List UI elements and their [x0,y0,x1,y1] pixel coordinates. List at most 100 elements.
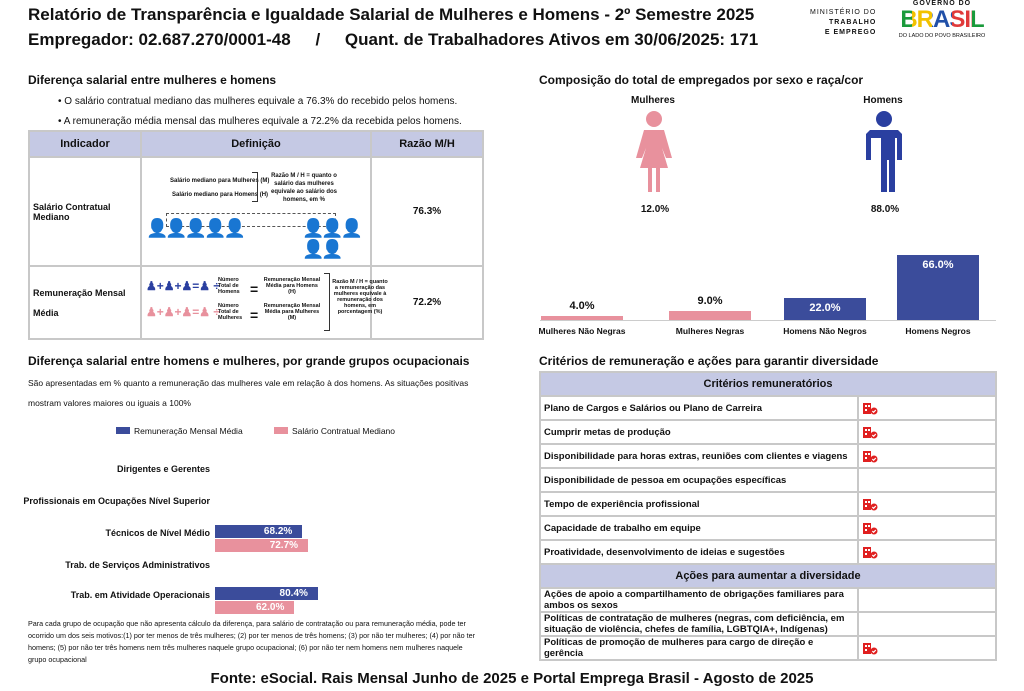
equals-icon: = [250,281,259,297]
action-check-cell [857,635,997,661]
criteria-label: Disponibilidade de pessoa em ocupações e… [539,467,859,493]
criteria-row: Cumprir metas de produção [539,419,997,445]
bar-value-label: 66.0% [922,259,954,271]
def-text: Número Total de Mulheres [218,303,243,321]
criteria-check-cell [857,515,997,541]
action-row: Políticas de contratação de mulheres (ne… [539,611,997,637]
bar: 62.0% [215,601,295,614]
groups-title: Diferença salarial entre homens e mulher… [28,354,470,368]
criteria-row: Tempo de experiência profissional [539,491,997,517]
category-label: Profissionais em Ocupações Nível Superio… [23,496,210,506]
logo-line: TRABALHO [829,19,877,26]
category-label: Dirigentes e Gerentes [116,464,210,474]
worker-count: Quant. de Trabalhadores Ativos em 30/06/… [344,30,759,49]
col-indicator: Indicador [28,130,142,158]
criteria-label: Tempo de experiência profissional [539,491,859,517]
category-label: Mulheres Negras [675,326,745,336]
bar [541,316,623,320]
logo-tagline: DO LADO DO POVO BRASILEIRO [898,33,986,39]
criteria-header: Critérios remuneratórios [539,371,997,397]
criteria-row: Plano de Cargos e Salários ou Plano de C… [539,395,997,421]
source-footer: Fonte: eSocial. Rais Mensal Junho de 202… [210,670,814,687]
salary-gap-title: Diferença salarial entre mulheres e home… [28,73,277,87]
logo-line: E EMPREGO [824,29,877,36]
building-check-icon [862,402,878,415]
man-icon [866,111,902,192]
building-check-icon [862,450,878,463]
brace [252,172,258,202]
separator: / [315,30,321,49]
bar [897,255,979,320]
bar: 80.4% [215,587,318,600]
criteria-title: Critérios de remuneração e ações para ga… [539,354,879,368]
category-label: Mulheres Não Negras [538,326,626,336]
action-check-cell [857,611,997,637]
category-label: Homens Não Negros [783,326,867,336]
groups-footnote: Para cada grupo de ocupação que não apre… [28,619,476,664]
indicator-label: Remuneração Mensal Média [28,265,142,340]
bar [784,298,866,320]
def-text: Remuneração Mensal Média para Homens (H) [263,277,321,295]
criteria-label: Plano de Cargos e Salários ou Plano de C… [539,395,859,421]
bullet-2: • A remuneração média mensal das mulhere… [58,116,462,127]
men-pct: 88.0% [870,204,900,215]
criteria-table: Critérios remuneratórios Plano de Cargos … [539,371,997,661]
groups-desc: mostram valores maiores ou iguais a 100% [28,398,191,408]
category-label: Trab. em Atividade Operacionais [70,590,210,600]
employer-id: Empregador: 02.687.270/0001-48 [28,30,291,49]
criteria-label: Capacidade de trabalho em equipe [539,515,859,541]
def-text: Razão M / H = quanto o salário das mulhe… [270,173,338,203]
action-label: Ações de apoio a compartilhamento de obr… [539,587,859,613]
def-text: Salário mediano para Homens (H) [172,192,269,198]
men-figures-icon: 👤👤👤👤👤 [302,218,363,259]
report-title: Relatório de Transparência e Igualdade S… [28,5,755,24]
ministry-logo: MINISTÉRIO DO TRABALHO E EMPREGO [810,8,876,38]
equals-icon: = [250,307,259,323]
def-text: Razão M / H = quanto a remuneração das m… [332,279,388,315]
groups-desc: São apresentadas em % quanto a remuneraç… [28,378,469,388]
ratio-value: 72.2% [370,265,484,340]
criteria-check-cell [857,467,997,493]
ratio-value: 76.3% [370,156,484,267]
action-row: Políticas de promoção de mulheres para c… [539,635,997,661]
diversity-header: Ações para aumentar a diversidade [539,563,997,589]
bar: 72.7% [215,539,309,552]
legend-item: Salário Contratual Mediano [274,426,395,436]
criteria-row: Disponibilidade para horas extras, reuni… [539,443,997,469]
building-check-icon [862,642,878,655]
building-check-icon [862,546,878,559]
employer-info: Empregador: 02.687.270/0001-48 / Quant. … [28,30,758,50]
logo-brasil-text: BRASIL [892,7,992,33]
logo-line: MINISTÉRIO DO [810,9,877,16]
dashed-box [166,213,336,227]
criteria-label: Proatividade, desenvolvimento de ideias … [539,539,859,565]
def-text: Número Total de Homens [218,277,240,295]
men-label: Homens [863,95,903,106]
building-check-icon [862,522,878,535]
building-check-icon [862,426,878,439]
legend-label: Salário Contratual Mediano [292,426,396,436]
legend-label: Remuneração Mensal Média [134,426,243,436]
category-label: Técnicos de Nível Médio [105,528,210,538]
def-text: Salário mediano para Mulheres (M) [170,178,270,184]
bar-value-label: 9.0% [697,295,723,308]
category-label: Trab. de Serviços Administrativos [65,560,210,570]
criteria-label: Cumprir metas de produção [539,419,859,445]
criteria-check-cell [857,443,997,469]
def-text: Remuneração Mensal Média para Mulheres (… [263,303,321,321]
col-ratio: Razão M/H [370,130,484,158]
women-pct: 12.0% [640,204,670,215]
indicator-table: Indicador Definição Razão M/H Salário Cont… [28,130,484,340]
composition-title: Composição do total de empregados por se… [539,73,864,87]
men-sum-icon: ♟+♟+♟=♟ ÷ [146,279,220,293]
groups-bar-chart: Dirigentes e Gerentes Profissionais em Oc… [0,455,484,615]
bar: 68.2% [215,525,303,538]
woman-icon [636,111,672,192]
bar-value-label: 4.0% [569,300,595,313]
criteria-row: Disponibilidade de pessoa em ocupações e… [539,467,997,493]
action-label: Políticas de promoção de mulheres para c… [539,635,859,661]
definition-graphic: Salário mediano para Mulheres (M) Salári… [140,156,372,267]
action-row: Ações de apoio a compartilhamento de obr… [539,587,997,613]
action-label: Políticas de contratação de mulheres (ne… [539,611,859,637]
criteria-check-cell [857,491,997,517]
